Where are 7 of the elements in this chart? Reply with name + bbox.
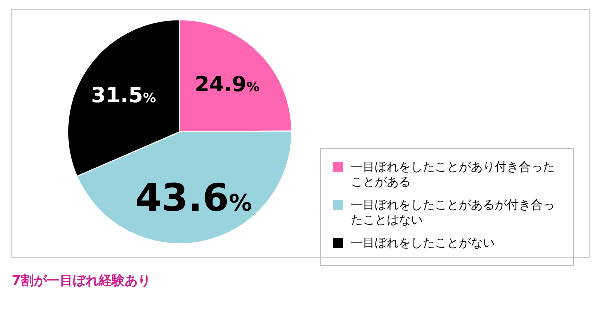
- data-label: 43.6%: [135, 176, 252, 220]
- legend-label: 一目ぼれをしたことがない: [351, 236, 495, 251]
- legend-label: 一目ぼれをしたことがあるが付き合ったことはない: [351, 198, 556, 228]
- data-label: 31.5%: [91, 83, 156, 108]
- data-label: 24.9%: [194, 72, 260, 97]
- legend-label: 一目ぼれをしたことがあり付き合ったことがある: [351, 160, 556, 190]
- text: 7割が一目ぼれ経験あり: [12, 272, 152, 290]
